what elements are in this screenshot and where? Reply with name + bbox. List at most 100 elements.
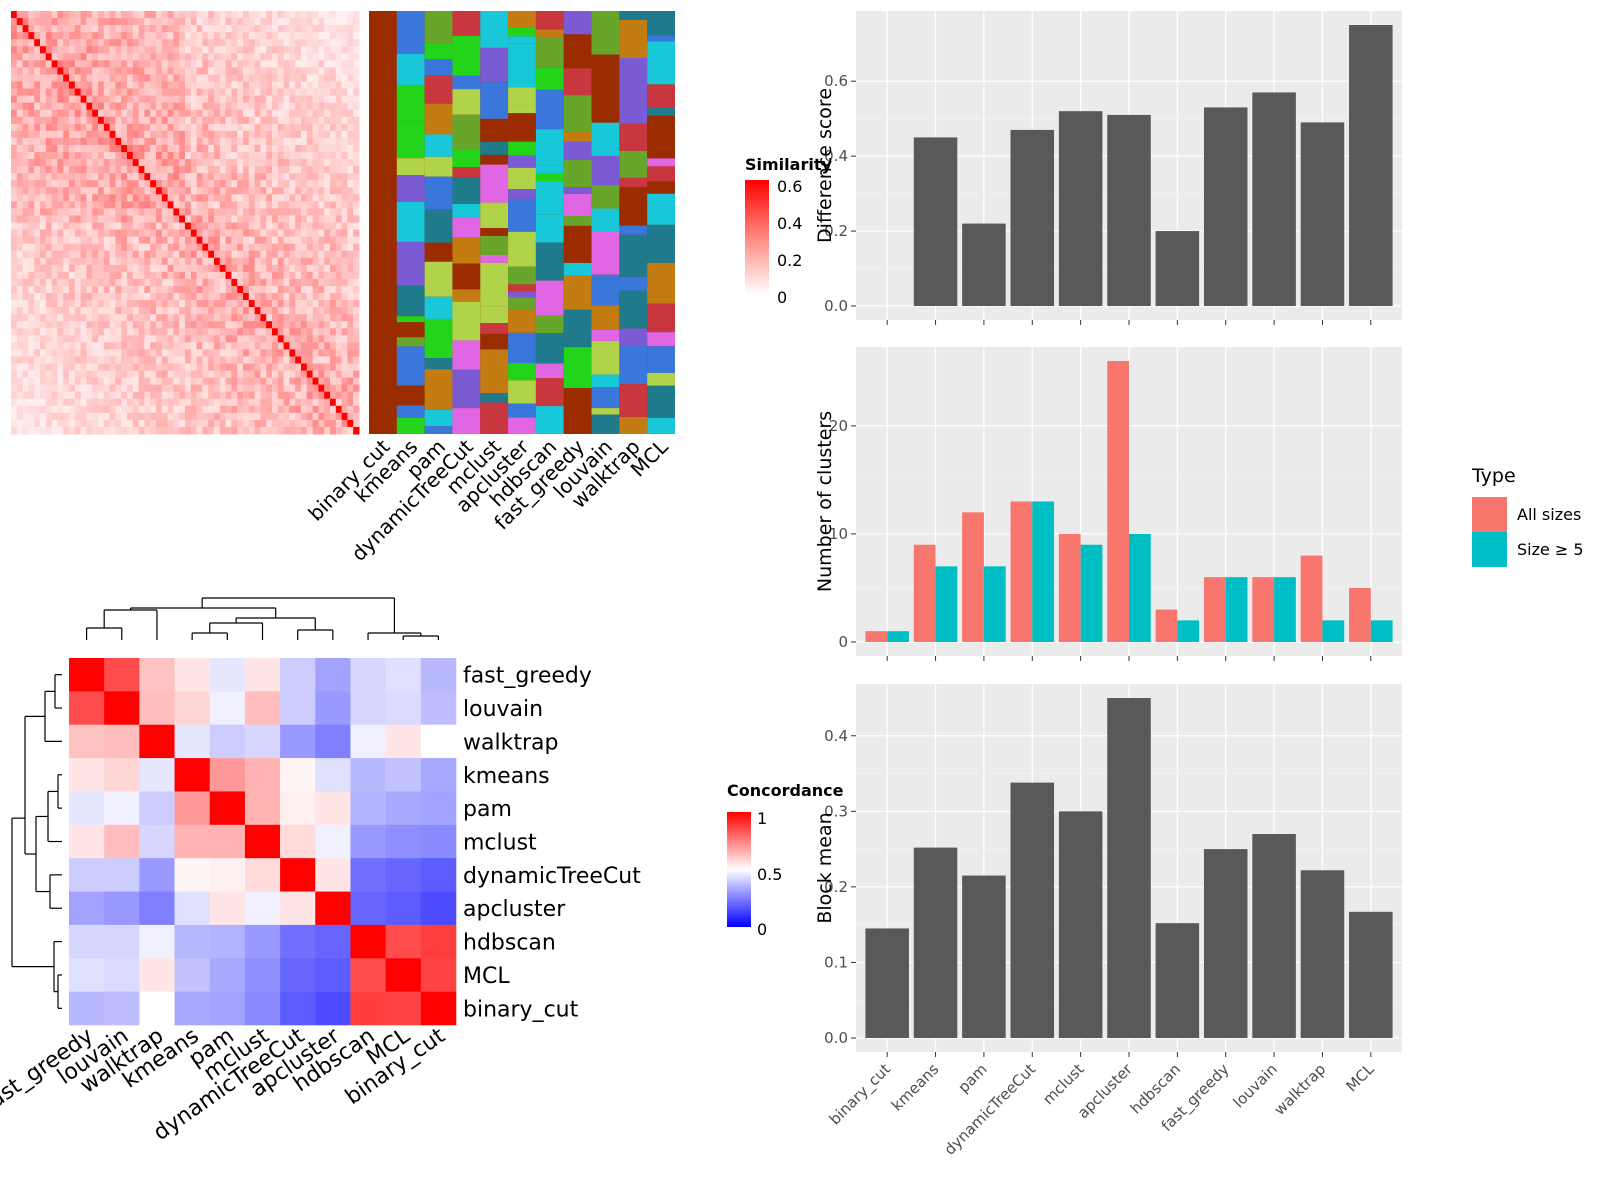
similarity-cell [103, 293, 111, 301]
similarity-cell [16, 236, 24, 245]
similarity-cell [144, 130, 151, 139]
similarity-cell [353, 349, 360, 357]
similarity-cell [190, 130, 198, 139]
similarity-cell [161, 377, 169, 386]
similarity-cell [312, 342, 319, 350]
similarity-cell [57, 152, 64, 160]
similarity-cell [208, 144, 215, 153]
similarity-cell [225, 187, 232, 195]
similarity-cell [86, 257, 93, 266]
similarity-cell [28, 229, 35, 238]
similarity-cell [353, 32, 360, 40]
similarity-cell [214, 25, 221, 33]
similarity-cell [214, 243, 221, 252]
similarity-cell [51, 250, 58, 259]
similarity-cell [98, 229, 105, 238]
similarity-cell [301, 166, 308, 174]
similarity-cell [306, 271, 314, 280]
similarity-cell [301, 356, 308, 364]
similarity-cell [127, 95, 134, 104]
assignment-block [508, 105, 536, 114]
similarity-cell [347, 236, 354, 245]
similarity-cell [63, 426, 70, 435]
similarity-cell [254, 201, 261, 209]
similarity-cell [237, 18, 244, 26]
concordance-cell [244, 658, 281, 692]
similarity-cell [173, 384, 180, 393]
similarity-cell [272, 377, 279, 386]
similarity-cell [272, 307, 279, 315]
assignment-block [424, 43, 453, 60]
similarity-cell [167, 426, 174, 435]
assignment-block [535, 37, 564, 68]
similarity-cell [51, 81, 58, 90]
similarity-cell [335, 88, 343, 97]
similarity-cell [51, 391, 58, 400]
similarity-cell [341, 11, 348, 19]
similarity-cell [254, 25, 261, 33]
similarity-cell [51, 229, 58, 238]
similarity-cell [248, 271, 256, 280]
similarity-cell [225, 356, 232, 364]
similarity-cell [324, 123, 331, 132]
similarity-cell [51, 67, 58, 75]
assignment-block [452, 114, 481, 124]
similarity-cell [173, 328, 180, 336]
similarity-cell [190, 257, 198, 266]
similarity-cell [167, 201, 174, 209]
similarity-cell [260, 377, 267, 386]
similarity-cell [11, 264, 18, 273]
similarity-cell [179, 81, 186, 90]
similarity-cell [80, 335, 87, 343]
similarity-cell [69, 137, 76, 146]
similarity-cell [121, 293, 128, 301]
similarity-cell [115, 67, 122, 75]
similarity-cell [150, 391, 157, 400]
similarity-cell [312, 88, 319, 97]
similarity-cell [179, 405, 186, 414]
similarity-cell [260, 116, 267, 125]
similarity-cell [243, 349, 250, 357]
similarity-cell [318, 95, 325, 104]
similarity-cell [237, 384, 244, 393]
similarity-cell [283, 53, 290, 61]
similarity-cell [138, 215, 145, 223]
similarity-cell [254, 349, 261, 357]
similarity-cell [167, 152, 174, 160]
similarity-cell [289, 116, 296, 125]
similarity-cell [69, 32, 76, 40]
similarity-cell [115, 152, 122, 160]
similarity-cell [185, 194, 192, 202]
similarity-cell [277, 398, 285, 407]
similarity-cell [167, 405, 174, 414]
similarity-cell [161, 398, 169, 407]
concordance-cell [174, 824, 211, 859]
similarity-legend-title: Similarity [745, 155, 832, 174]
similarity-cell [98, 88, 105, 97]
similarity-cell [202, 271, 209, 280]
similarity-cell [103, 88, 111, 97]
similarity-cell [324, 208, 331, 216]
similarity-cell [254, 419, 261, 428]
similarity-cell [57, 201, 64, 209]
similarity-cell [277, 144, 285, 153]
similarity-cell [231, 328, 238, 336]
similarity-cell [266, 25, 273, 33]
similarity-cell [335, 166, 343, 174]
similarity-cell [248, 152, 256, 160]
concordance-cell [104, 791, 140, 826]
similarity-cell [57, 11, 64, 19]
similarity-cell [63, 194, 70, 202]
similarity-cell [231, 187, 238, 195]
similarity-cell [254, 187, 261, 195]
similarity-cell [156, 271, 163, 280]
similarity-cell [243, 314, 250, 322]
concordance-cell [244, 691, 281, 726]
similarity-cell [92, 370, 99, 379]
similarity-cell [167, 39, 174, 47]
similarity-cell [196, 419, 203, 428]
similarity-cell [306, 208, 314, 216]
similarity-cell [34, 271, 41, 280]
similarity-cell [185, 426, 192, 435]
